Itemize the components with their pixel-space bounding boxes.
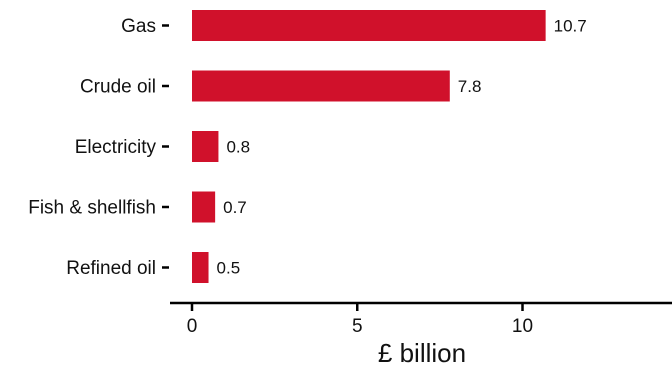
- bar-fish-shellfish: [192, 191, 216, 223]
- value-label: 0.7: [223, 198, 247, 217]
- bar-refined-oil: [192, 252, 209, 283]
- x-tick-label: 5: [352, 316, 363, 337]
- value-label: 0.8: [226, 138, 250, 157]
- category-axis: Gas Crude oil Electricity Fish & shellfish R…: [28, 16, 169, 279]
- bars-group: [192, 10, 546, 283]
- value-label: 7.8: [458, 77, 482, 96]
- bar-gas: [192, 10, 546, 41]
- bar-crude-oil: [192, 70, 450, 102]
- x-tick-label: 0: [187, 316, 198, 337]
- x-tick-label: 10: [512, 316, 533, 337]
- category-label: Electricity: [75, 137, 157, 158]
- category-label: Refined oil: [66, 258, 156, 279]
- value-label: 0.5: [217, 259, 241, 278]
- category-label: Fish & shellfish: [28, 198, 156, 219]
- category-label: Crude oil: [80, 77, 156, 98]
- bar-electricity: [192, 131, 219, 162]
- x-axis-title: £ billion: [378, 338, 466, 366]
- value-label: 10.7: [554, 17, 587, 36]
- x-axis: 0 5 10: [170, 301, 672, 337]
- value-labels-group: 10.7 7.8 0.8 0.7 0.5: [217, 17, 587, 278]
- category-label: Gas: [121, 16, 156, 37]
